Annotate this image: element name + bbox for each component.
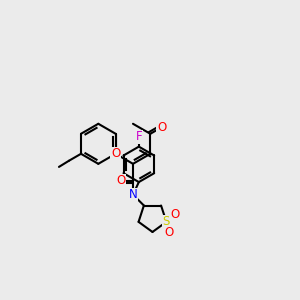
Text: O: O: [164, 226, 173, 239]
Text: O: O: [111, 147, 120, 160]
Text: F: F: [136, 130, 142, 143]
Text: N: N: [129, 188, 137, 201]
Text: O: O: [170, 208, 179, 221]
Text: S: S: [163, 215, 170, 228]
Text: O: O: [157, 121, 166, 134]
Text: O: O: [116, 174, 125, 187]
